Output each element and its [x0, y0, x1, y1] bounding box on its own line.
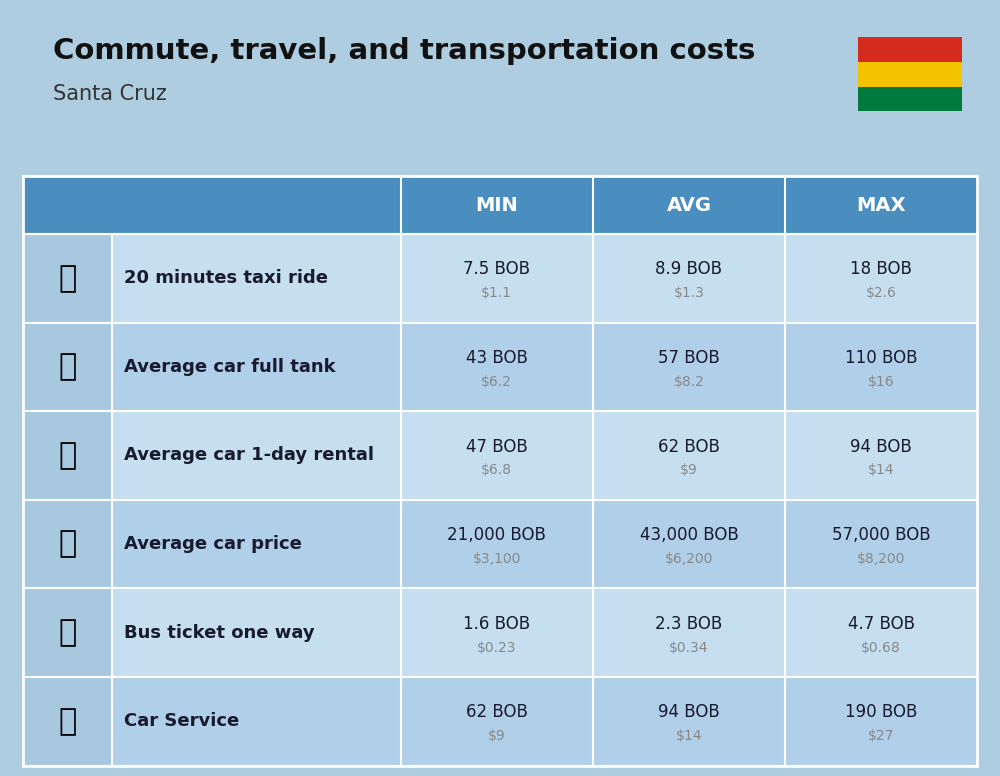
Text: $6,200: $6,200: [665, 552, 713, 566]
Text: $14: $14: [676, 729, 702, 743]
FancyBboxPatch shape: [23, 323, 112, 411]
Text: 110 BOB: 110 BOB: [845, 349, 917, 367]
Text: $2.6: $2.6: [866, 286, 897, 300]
FancyBboxPatch shape: [23, 411, 112, 500]
FancyBboxPatch shape: [23, 588, 977, 677]
Text: 7.5 BOB: 7.5 BOB: [463, 261, 530, 279]
Text: 8.9 BOB: 8.9 BOB: [655, 261, 722, 279]
Text: 57 BOB: 57 BOB: [658, 349, 720, 367]
Text: $3,100: $3,100: [472, 552, 521, 566]
Text: MAX: MAX: [856, 196, 906, 214]
Text: 43 BOB: 43 BOB: [466, 349, 528, 367]
Text: $1.1: $1.1: [481, 286, 512, 300]
Text: $9: $9: [680, 463, 698, 477]
Text: 43,000 BOB: 43,000 BOB: [640, 526, 738, 544]
Text: $1.3: $1.3: [674, 286, 704, 300]
Text: $6.8: $6.8: [481, 463, 512, 477]
Text: ⛽: ⛽: [58, 352, 77, 381]
Text: $14: $14: [868, 463, 894, 477]
Text: Bus ticket one way: Bus ticket one way: [124, 624, 315, 642]
FancyBboxPatch shape: [23, 677, 112, 765]
Text: 4.7 BOB: 4.7 BOB: [848, 615, 915, 632]
FancyBboxPatch shape: [23, 323, 977, 411]
FancyBboxPatch shape: [23, 411, 977, 500]
Text: MIN: MIN: [475, 196, 518, 214]
Text: 1.6 BOB: 1.6 BOB: [463, 615, 530, 632]
Text: 🚙: 🚙: [58, 441, 77, 470]
FancyBboxPatch shape: [23, 234, 977, 323]
Text: 18 BOB: 18 BOB: [850, 261, 912, 279]
Text: $16: $16: [868, 375, 895, 389]
Text: $9: $9: [488, 729, 506, 743]
Text: 🚗: 🚗: [58, 529, 77, 559]
Text: 62 BOB: 62 BOB: [658, 438, 720, 456]
Text: 57,000 BOB: 57,000 BOB: [832, 526, 931, 544]
Text: Average car 1-day rental: Average car 1-day rental: [124, 446, 374, 464]
Text: 21,000 BOB: 21,000 BOB: [447, 526, 546, 544]
Text: 2.3 BOB: 2.3 BOB: [655, 615, 723, 632]
FancyBboxPatch shape: [23, 500, 977, 588]
Text: AVG: AVG: [666, 196, 711, 214]
Text: $0.68: $0.68: [861, 641, 901, 655]
FancyBboxPatch shape: [23, 588, 112, 677]
Text: 94 BOB: 94 BOB: [658, 703, 720, 722]
Text: 🚖: 🚖: [58, 264, 77, 293]
Text: 20 minutes taxi ride: 20 minutes taxi ride: [124, 269, 328, 287]
Text: $8.2: $8.2: [674, 375, 704, 389]
Text: $27: $27: [868, 729, 894, 743]
Text: $8,200: $8,200: [857, 552, 905, 566]
Text: 190 BOB: 190 BOB: [845, 703, 917, 722]
Text: Average car price: Average car price: [124, 535, 302, 553]
FancyBboxPatch shape: [23, 677, 977, 765]
Text: 🚌: 🚌: [58, 618, 77, 647]
Text: Santa Cruz: Santa Cruz: [53, 84, 166, 104]
Text: Car Service: Car Service: [124, 712, 239, 730]
Text: 47 BOB: 47 BOB: [466, 438, 528, 456]
FancyBboxPatch shape: [858, 37, 962, 62]
FancyBboxPatch shape: [23, 234, 112, 323]
Text: $6.2: $6.2: [481, 375, 512, 389]
Text: $0.23: $0.23: [477, 641, 516, 655]
FancyBboxPatch shape: [23, 176, 977, 234]
Text: $0.34: $0.34: [669, 641, 709, 655]
FancyBboxPatch shape: [858, 62, 962, 87]
Text: 🔧: 🔧: [58, 707, 77, 736]
Text: 62 BOB: 62 BOB: [466, 703, 528, 722]
Text: Average car full tank: Average car full tank: [124, 358, 336, 376]
Text: Commute, travel, and transportation costs: Commute, travel, and transportation cost…: [53, 37, 755, 65]
Text: 94 BOB: 94 BOB: [850, 438, 912, 456]
FancyBboxPatch shape: [858, 87, 962, 112]
FancyBboxPatch shape: [23, 500, 112, 588]
